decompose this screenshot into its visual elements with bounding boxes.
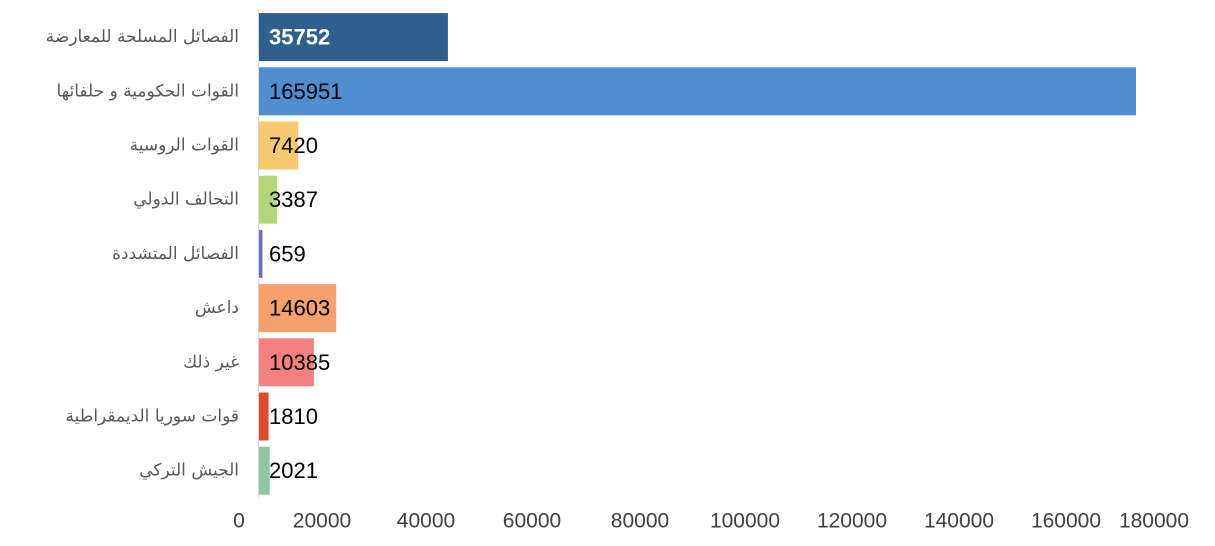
category-label-0: الفصائل المسلحة للمعارضة [46,27,239,47]
data-label-6: 10385 [269,350,330,375]
data-label-3: 3387 [269,187,318,212]
tick-label-0: 0 [233,510,245,533]
tick-label-3: 60000 [503,510,561,533]
bar-2 [259,121,299,170]
bar-1 [259,67,1136,116]
tick-label-6: 120000 [817,510,887,533]
data-label-5: 14603 [269,296,330,321]
bar-8 [259,446,270,495]
category-label-2: القوات الروسية [130,136,239,156]
tick-labels-group: 0 20000 40000 60000 80000 100000 120000 140000 1… [233,510,1189,533]
bar-0 [259,13,448,62]
category-label-7: قوات سوريا الديمقراطية [66,407,239,427]
bar-5 [259,284,337,333]
category-label-1: القوات الحكومية و حلفائها [57,81,240,101]
category-label-4: الفصائل المتشددة [112,244,239,264]
category-label-8: الجيش التركي [139,461,239,481]
bar-4 [259,229,263,278]
data-label-7: 1810 [269,404,318,429]
category-label-5: داعش [195,298,239,318]
bar-6 [259,338,314,387]
bar-3 [259,175,277,224]
tick-label-4: 80000 [611,510,669,533]
tick-label-5: 100000 [710,510,780,533]
bar-7 [259,392,269,441]
data-label-0: 35752 [269,25,330,50]
data-label-4: 659 [269,241,306,266]
data-label-8: 2021 [269,458,318,483]
bars-group [259,13,1136,495]
tick-label-7: 140000 [924,510,994,533]
data-labels-group: 35752 165951 7420 3387 659 14603 10385 1810 2021 [269,25,342,484]
category-label-3: التحالف الدولي [133,190,239,210]
tick-label-8: 160000 [1031,510,1101,533]
data-label-2: 7420 [269,133,318,158]
category-labels-group: الفصائل المسلحة للمعارضة القوات الحكومية … [46,27,239,481]
category-label-6: غير ذلك [183,352,239,372]
tick-label-2: 40000 [397,510,455,533]
tick-label-1: 20000 [293,510,351,533]
tick-label-9: 180000 [1119,510,1189,533]
data-label-1: 165951 [269,79,342,104]
